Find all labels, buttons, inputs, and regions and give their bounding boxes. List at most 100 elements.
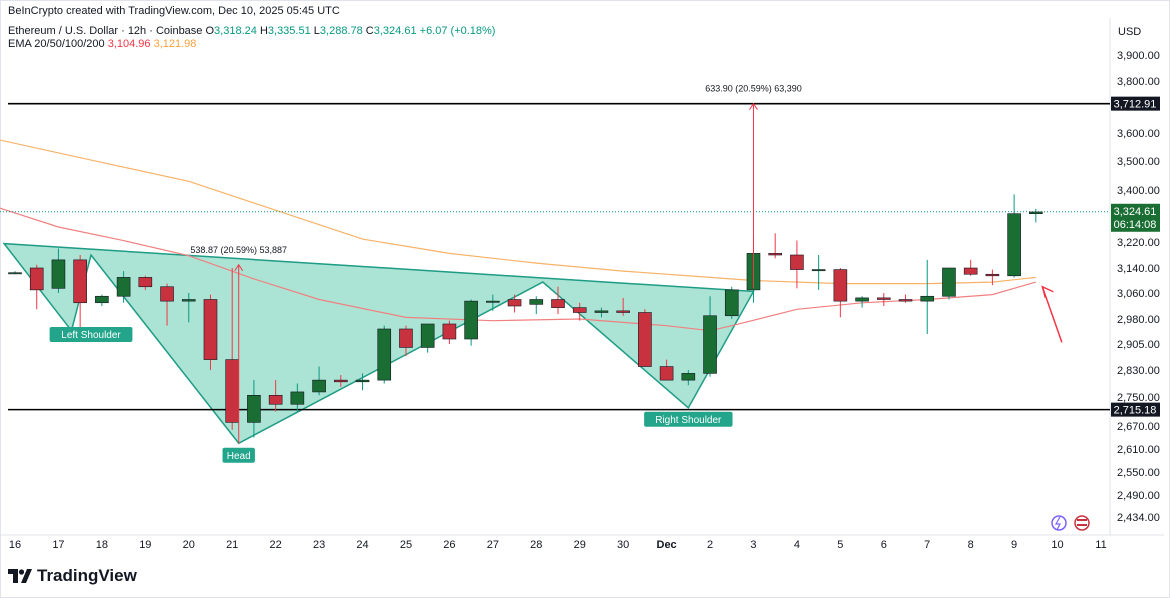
- candle-body: [638, 312, 652, 367]
- price-tick-label: 2,550.00: [1117, 467, 1160, 479]
- price-tick-label: 3,140.00: [1117, 263, 1160, 275]
- flag-stripe-icon: [1077, 524, 1087, 526]
- candle-body: [290, 391, 305, 405]
- price-tick-label: 3,500.00: [1117, 156, 1160, 168]
- pattern-label-box: [222, 447, 255, 463]
- ohlc-open-label: O: [205, 25, 215, 37]
- level-price-label: 2,715.18: [1114, 405, 1157, 417]
- ohlc-close-label: C: [365, 25, 374, 37]
- candle-body: [529, 299, 544, 305]
- candle-body: [116, 277, 131, 297]
- us-flag-icon: [1074, 515, 1090, 531]
- ohlc-low: 3,288.78: [319, 25, 363, 37]
- candle-body: [507, 299, 522, 307]
- candle-body: [203, 299, 218, 360]
- candle-body: [963, 267, 978, 275]
- candle-body: [247, 395, 261, 423]
- time-tick-label: 9: [1011, 539, 1017, 551]
- price-tick-label: 3,060.00: [1117, 288, 1160, 300]
- time-tick-label: 29: [574, 539, 586, 551]
- measure-label: 538.87 (20.59%) 53,887: [190, 245, 287, 255]
- candle-body: [876, 297, 891, 300]
- symbol-name[interactable]: Ethereum / U.S. Dollar · 12h · Coinbase: [8, 25, 203, 37]
- price-tick-label: 2,670.00: [1117, 421, 1160, 433]
- price-tick-label: 2,490.00: [1117, 490, 1160, 502]
- price-tick-label: 2,434.00: [1117, 512, 1160, 524]
- lightning-bolt-icon: [1054, 516, 1061, 531]
- candle-body: [768, 253, 783, 256]
- time-tick-label: 3: [750, 539, 756, 551]
- candle-body: [594, 310, 609, 313]
- time-tick-label: 2: [707, 539, 713, 551]
- ema-legend[interactable]: EMA 20/50/100/200 3,104.96 3,121.98: [8, 38, 196, 50]
- time-tick-label: 10: [1051, 539, 1063, 551]
- time-tick-label: 26: [443, 539, 455, 551]
- time-tick-label: 30: [617, 539, 629, 551]
- current-price-label: 3,324.61: [1114, 206, 1157, 218]
- measure-label: 633.90 (20.59%) 63,390: [705, 84, 802, 94]
- candle-body: [790, 254, 804, 270]
- price-tick-label: 3,900.00: [1117, 50, 1160, 62]
- candle-body: [572, 307, 587, 313]
- time-tick-label: 18: [96, 539, 108, 551]
- time-tick-label: 25: [400, 539, 412, 551]
- ema-label[interactable]: EMA 20/50/100/200: [8, 38, 105, 50]
- candle-body: [225, 359, 239, 423]
- price-tick-label: 2,830.00: [1117, 365, 1160, 377]
- candle-body: [551, 299, 565, 308]
- candle-body: [268, 395, 283, 405]
- time-tick-label: 20: [183, 539, 195, 551]
- candle-body: [399, 328, 413, 348]
- ema20-value: 3,104.96: [107, 38, 151, 50]
- pattern-label: Head: [227, 451, 251, 462]
- candle-body: [442, 323, 457, 340]
- candle-body: [833, 269, 848, 302]
- candle-body: [8, 272, 22, 275]
- price-tick-label: 3,400.00: [1117, 185, 1160, 197]
- candle-body: [1007, 213, 1021, 277]
- ema50-value: 3,121.98: [153, 38, 197, 50]
- candle-body: [616, 310, 630, 313]
- current-price-tag: [1111, 203, 1160, 232]
- time-tick-label: 23: [313, 539, 325, 551]
- flag-stripe-icon: [1077, 519, 1087, 521]
- tradingview-logo-icon: [8, 569, 32, 583]
- candle-body: [355, 379, 370, 383]
- time-tick-label: 22: [270, 539, 282, 551]
- time-tick-label: 27: [487, 539, 499, 551]
- brand-name: TradingView: [37, 566, 137, 585]
- symbol-legend[interactable]: Ethereum / U.S. Dollar · 12h · Coinbase …: [8, 25, 495, 37]
- pattern-label: Right Shoulder: [655, 415, 722, 426]
- candle-body: [724, 289, 739, 317]
- candle-body: [898, 299, 913, 302]
- currency-label[interactable]: USD: [1118, 26, 1142, 38]
- time-tick-label: 7: [924, 539, 930, 551]
- price-tick-label: 3,800.00: [1117, 76, 1160, 88]
- time-tick-label: 24: [356, 539, 368, 551]
- pattern-label: Left Shoulder: [61, 330, 121, 341]
- candle-body: [160, 286, 174, 302]
- ohlc-high: 3,335.51: [267, 25, 311, 37]
- time-tick-label: 28: [530, 539, 542, 551]
- time-tick-label: 4: [794, 539, 800, 551]
- price-tick-label: 2,980.00: [1117, 314, 1160, 326]
- candle-body: [920, 295, 935, 302]
- pattern-label-box: [644, 411, 733, 427]
- time-tick-label: 11: [1095, 539, 1106, 551]
- pattern-label-box: [49, 327, 133, 342]
- ohlc-high-label: H: [259, 25, 268, 37]
- candle-body: [51, 259, 66, 289]
- time-tick-label: 16: [9, 539, 21, 551]
- time-tick-label: 21: [226, 539, 238, 551]
- ohlc-change: +6.07 (+0.18%): [419, 25, 496, 37]
- candle-body: [377, 328, 392, 381]
- measure-arrowhead: [234, 263, 244, 272]
- time-tick-label: 8: [968, 539, 974, 551]
- ohlc-low-label: L: [313, 25, 320, 37]
- time-tick-label: 5: [837, 539, 843, 551]
- ema50-line: [0, 139, 1036, 285]
- price-tick-label: 3,220.00: [1117, 237, 1160, 249]
- time-tick-label: 19: [139, 539, 151, 551]
- time-tick-label: Dec: [657, 539, 677, 551]
